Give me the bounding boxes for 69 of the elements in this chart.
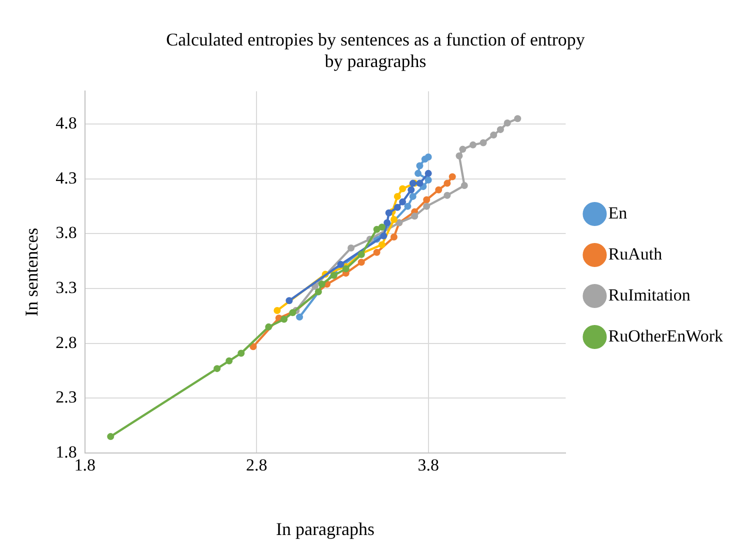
point — [394, 204, 401, 211]
point — [444, 180, 451, 187]
point — [416, 162, 424, 170]
point — [390, 234, 398, 241]
point — [274, 306, 281, 314]
point — [490, 132, 498, 139]
point — [448, 173, 456, 180]
point — [423, 202, 430, 210]
point — [435, 186, 442, 194]
point — [399, 185, 406, 192]
x-tick-label: 3.8 — [418, 456, 439, 475]
point — [378, 224, 386, 231]
point — [394, 192, 401, 200]
point — [296, 314, 304, 321]
legend-label: En — [608, 203, 628, 222]
x-axis-title: In paragraphs — [276, 518, 375, 539]
point — [337, 260, 344, 268]
point — [318, 280, 326, 288]
point — [280, 316, 288, 323]
point — [380, 232, 388, 240]
point — [444, 192, 451, 199]
point — [390, 216, 398, 223]
y-tick-label: 3.8 — [56, 223, 77, 242]
point — [348, 244, 355, 252]
legend-label: RuImitation — [608, 285, 691, 304]
point — [330, 272, 338, 279]
point — [385, 209, 392, 216]
point — [378, 241, 386, 248]
point — [411, 212, 418, 220]
point — [423, 196, 430, 204]
point — [373, 248, 380, 256]
point — [289, 309, 296, 316]
y-axis-title: In sentences — [22, 228, 42, 316]
x-tick-label: 2.8 — [246, 456, 268, 475]
point — [399, 198, 406, 206]
point — [414, 170, 422, 177]
y-tick-label: 3.3 — [56, 278, 77, 298]
point — [456, 152, 463, 160]
point — [226, 357, 233, 364]
point — [286, 297, 293, 304]
legend-label: RuAuth — [608, 244, 663, 264]
point — [408, 186, 415, 194]
point — [480, 139, 487, 146]
point — [265, 323, 272, 330]
legend-label: RuOtherEnWork — [608, 326, 724, 346]
point — [107, 433, 114, 440]
y-tick-label: 4.3 — [56, 168, 77, 188]
point — [416, 180, 424, 187]
point — [460, 182, 468, 189]
point — [514, 115, 522, 122]
point — [504, 119, 511, 126]
point — [469, 141, 476, 148]
point — [384, 219, 391, 226]
point — [214, 365, 221, 372]
point — [424, 176, 432, 184]
y-tick-label: 1.8 — [56, 442, 77, 462]
point — [424, 170, 432, 177]
chart-title: Calculated entropies by sentences as a function of entropy by paragraphs — [166, 30, 585, 72]
point — [459, 146, 466, 153]
y-tick-label: 2.8 — [56, 332, 77, 352]
y-tick-label: 2.3 — [56, 388, 77, 407]
y-tick-label: 4.8 — [56, 114, 77, 133]
point — [404, 202, 412, 210]
point — [496, 126, 504, 134]
point — [358, 258, 365, 266]
point — [424, 153, 432, 160]
point — [238, 350, 245, 357]
point — [314, 288, 322, 296]
point — [409, 192, 416, 200]
